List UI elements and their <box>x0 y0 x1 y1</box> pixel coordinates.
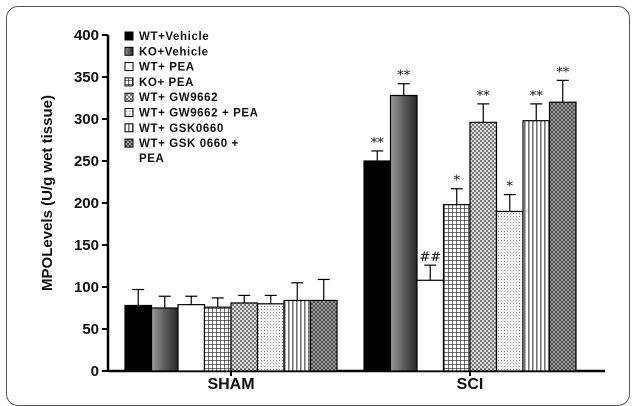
legend-swatch <box>124 46 134 56</box>
legend-swatch <box>124 77 134 87</box>
x-category-label: SCI <box>457 376 484 393</box>
y-tick-label: 350 <box>74 69 99 86</box>
significance-label: ** <box>371 136 385 151</box>
bar <box>150 307 179 372</box>
bars: ****##******** <box>124 65 577 372</box>
bar <box>442 204 471 372</box>
legend-label: WT+ GW9662 <box>139 92 218 104</box>
legend-swatch <box>124 138 134 148</box>
y-tick-label: 0 <box>91 363 99 380</box>
legend-label: WT+ GSK 0660 + <box>139 138 239 150</box>
y-tick-label: 50 <box>82 321 99 338</box>
bar <box>177 304 206 372</box>
legend-swatch <box>124 92 134 102</box>
bar <box>363 160 392 372</box>
bar <box>389 94 418 372</box>
bar <box>548 101 577 372</box>
y-axis-label: MPOLevels (U/g wet tissue) <box>39 95 56 291</box>
significance-label: ## <box>419 250 441 265</box>
legend-swatch <box>124 31 134 41</box>
legend-swatch <box>124 62 134 72</box>
significance-label: ** <box>477 89 491 104</box>
x-category-label: SHAM <box>207 376 254 393</box>
bar <box>124 304 153 372</box>
bar <box>495 210 524 372</box>
significance-label: ** <box>397 69 411 84</box>
bar <box>203 306 232 372</box>
bar <box>416 279 445 372</box>
y-tick-label: 300 <box>74 111 99 128</box>
y-tick-label: 200 <box>74 195 99 212</box>
legend-label: KO+Vehicle <box>139 46 209 58</box>
y-tick-label: 100 <box>74 279 99 296</box>
significance-label: ** <box>556 65 570 80</box>
legend-label: KO+ PEA <box>139 77 194 89</box>
y-tick-label: 400 <box>74 27 99 44</box>
legend-swatch <box>124 108 134 117</box>
legend-label: PEA <box>139 153 164 165</box>
legend-label: WT+ GW9662 + PEA <box>139 108 259 120</box>
bar <box>283 299 312 372</box>
y-tick-label: 250 <box>74 153 99 170</box>
bar <box>309 299 338 372</box>
bar <box>522 120 551 372</box>
bar <box>469 121 498 372</box>
legend: WT+Vehicle KO+Vehicle WT+ PEA KO+ PEA WT+ GW… <box>124 31 259 165</box>
y-tick-label: 150 <box>74 237 99 254</box>
legend-label: WT+ PEA <box>139 62 195 74</box>
legend-label: WT+ GSK0660 <box>139 123 224 135</box>
significance-label: * <box>454 174 461 189</box>
bar <box>256 303 285 372</box>
significance-label: * <box>507 180 514 195</box>
legend-swatch <box>124 123 134 133</box>
bar <box>230 302 259 372</box>
chart: 0 50 100 150 200 250 300 350 400 MPOLevels (U/g w… <box>39 27 605 393</box>
legend-label: WT+Vehicle <box>139 31 209 43</box>
significance-label: ** <box>530 89 544 104</box>
axes: 0 50 100 150 200 250 300 350 400 MPOLevels (U/g w… <box>39 27 605 393</box>
